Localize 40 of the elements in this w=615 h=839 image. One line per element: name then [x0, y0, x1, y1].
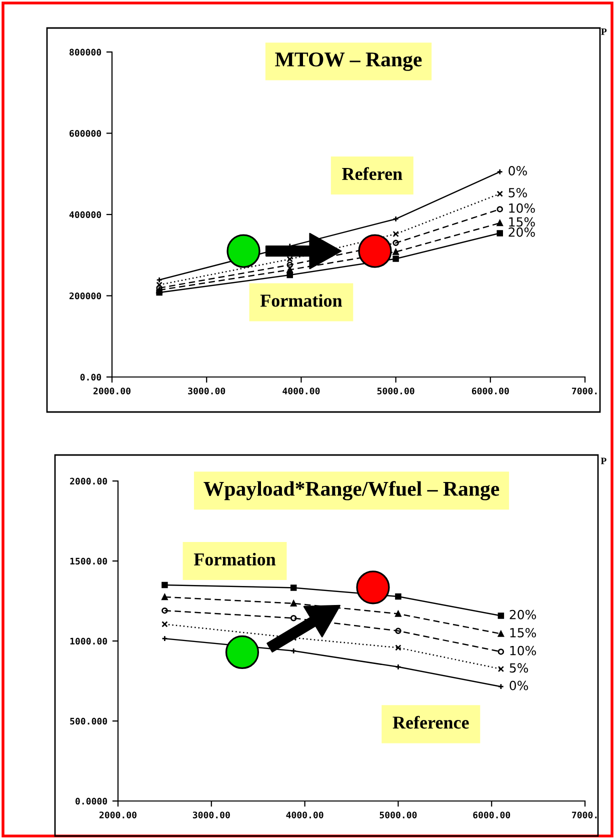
series-label: 0% — [510, 680, 528, 690]
text: P — [600, 458, 606, 464]
series-label: 5% — [510, 663, 528, 673]
x-tick-label: 5000.00 — [377, 388, 414, 394]
series-label: 10% — [510, 646, 536, 656]
series-label: 20% — [508, 227, 535, 237]
x-tick-label: 2000.00 — [99, 812, 136, 818]
annotation: Reference — [392, 716, 469, 729]
series-label: 5% — [508, 188, 527, 198]
y-tick-label: 0.00 — [80, 374, 102, 381]
annotation: Formation — [194, 552, 276, 566]
annotation: Formation — [260, 294, 342, 307]
x-tick-label: 4000.00 — [286, 812, 324, 818]
annotation: Referen — [342, 167, 402, 180]
y-tick-label: 500.000 — [70, 718, 108, 725]
x-tick-label: 7000. — [572, 388, 597, 394]
x-tick-label: 4000.00 — [282, 388, 320, 394]
x-tick-label: 2000.00 — [93, 388, 130, 394]
chart-title: Wpayload*Range/Wfuel – Range — [204, 481, 500, 500]
x-tick-label: 3000.00 — [192, 812, 230, 818]
x-tick-label: 6000.00 — [472, 388, 509, 394]
y-tick-label: 800000 — [70, 48, 102, 56]
y-tick-label: 200000 — [69, 292, 102, 300]
x-tick-label: 6000.00 — [473, 812, 510, 818]
x-tick-label: 5000.00 — [380, 812, 417, 818]
series-label: 15% — [509, 217, 535, 227]
series-label: 20% — [510, 610, 536, 620]
y-tick-label: 0.0000 — [76, 798, 108, 805]
series-label: 15% — [510, 628, 536, 638]
x-tick-label: 7000. — [572, 812, 597, 818]
x-tick-label: 3000.00 — [188, 388, 226, 394]
y-tick-label: 400000 — [69, 211, 102, 218]
y-tick-label: 600000 — [70, 130, 102, 137]
chart-title: MTOW – Range — [275, 52, 422, 71]
text: P — [601, 28, 607, 35]
y-tick-label: 1500.00 — [70, 558, 108, 565]
y-tick-label: 1000.00 — [70, 638, 108, 645]
y-tick-label: 2000.00 — [70, 478, 108, 485]
series-label: 10% — [509, 203, 535, 213]
series-label: 0% — [508, 166, 527, 176]
